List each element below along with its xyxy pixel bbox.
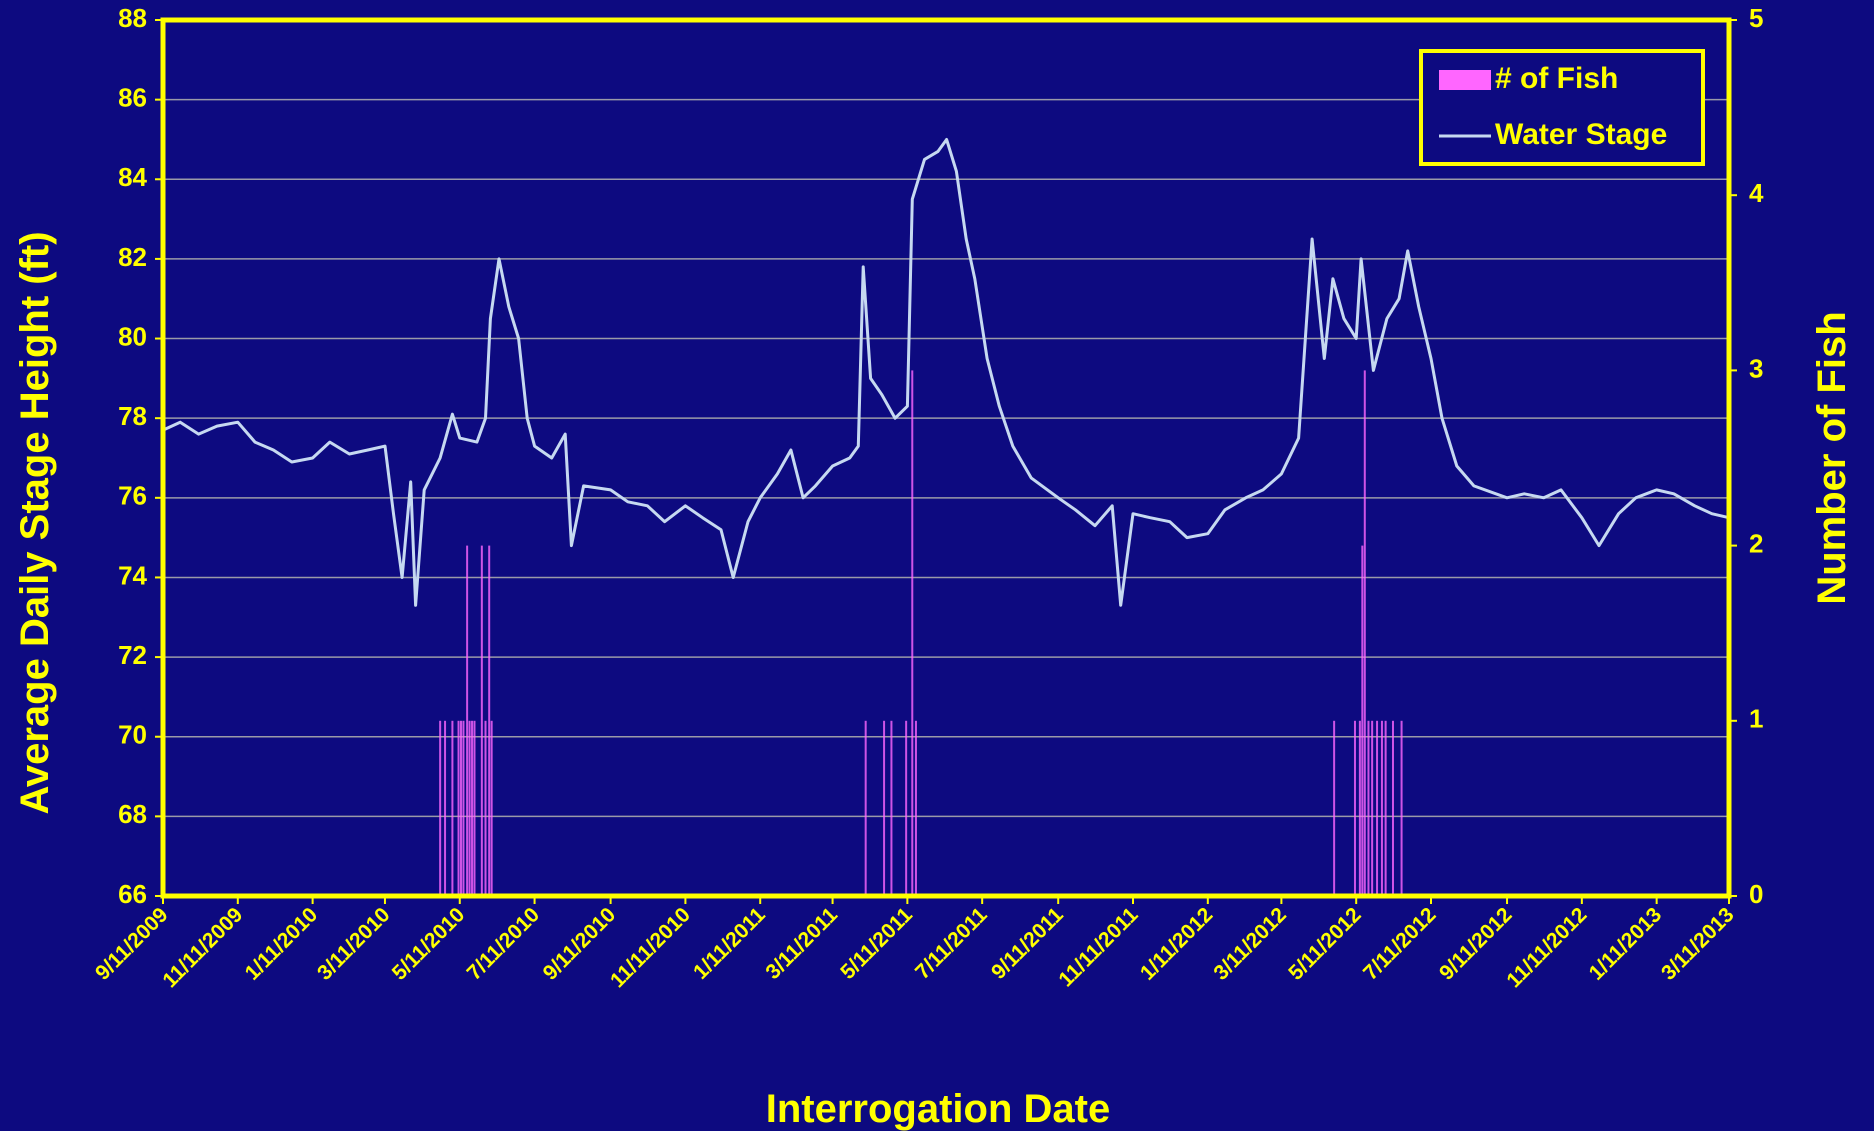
y-tick-label: 70	[118, 720, 147, 750]
y-tick-label: 80	[118, 321, 147, 351]
bar	[468, 720, 471, 896]
y-tick-label: 72	[118, 640, 147, 670]
y-tick-label: 66	[118, 879, 147, 909]
y-tick-label: 68	[118, 799, 147, 829]
y2-tick-label: 3	[1749, 353, 1763, 383]
y2-tick-label: 0	[1749, 879, 1763, 909]
y-tick-label: 84	[118, 162, 147, 192]
legend-label: # of Fish	[1495, 62, 1618, 95]
bar	[1400, 720, 1403, 896]
bar	[490, 720, 493, 896]
legend-label: Water Stage	[1495, 118, 1667, 151]
bar	[1358, 720, 1361, 896]
y2-tick-label: 2	[1749, 528, 1763, 558]
bar	[444, 720, 447, 896]
bar	[905, 720, 908, 896]
y-axis-title: Average Daily Stage Height (ft)	[13, 231, 57, 814]
bar	[911, 370, 914, 896]
bar	[451, 720, 454, 896]
y2-tick-label: 5	[1749, 3, 1763, 33]
bar	[471, 720, 474, 896]
y-tick-label: 76	[118, 481, 147, 511]
bar	[484, 720, 487, 896]
legend: # of Fish Water Stage	[1419, 49, 1705, 166]
bar	[1361, 545, 1364, 896]
bar	[864, 720, 867, 896]
y-tick-label: 74	[118, 560, 147, 590]
bar	[1376, 720, 1379, 896]
y-tick-label: 88	[118, 3, 147, 33]
bar	[1363, 370, 1366, 896]
y-tick-label: 82	[118, 242, 147, 272]
bar	[1371, 720, 1374, 896]
bar	[439, 720, 442, 896]
bar	[1333, 720, 1336, 896]
bar	[466, 545, 469, 896]
bar	[883, 720, 886, 896]
bar	[462, 720, 465, 896]
plot-frame	[160, 17, 1732, 899]
marks	[162, 138, 1730, 896]
x-axis-title: Interrogation Date	[766, 1087, 1110, 1131]
y-tick-label: 86	[118, 83, 147, 113]
bar	[488, 545, 491, 896]
bar	[480, 545, 483, 896]
bar	[890, 720, 893, 896]
y2-axis-title: Number of Fish	[1810, 311, 1854, 604]
bar	[1380, 720, 1383, 896]
bar	[1353, 720, 1356, 896]
bar	[1391, 720, 1394, 896]
y-tick-label: 78	[118, 401, 147, 431]
bar	[1367, 720, 1370, 896]
y2-tick-label: 1	[1749, 704, 1763, 734]
legend-swatch	[1439, 70, 1491, 90]
legend-box	[1419, 49, 1705, 166]
bar	[473, 720, 476, 896]
bar	[1384, 720, 1387, 896]
y2-tick-label: 4	[1749, 178, 1764, 208]
bar	[457, 720, 460, 896]
bar	[459, 720, 462, 896]
line	[162, 138, 1730, 607]
bar	[914, 720, 917, 896]
